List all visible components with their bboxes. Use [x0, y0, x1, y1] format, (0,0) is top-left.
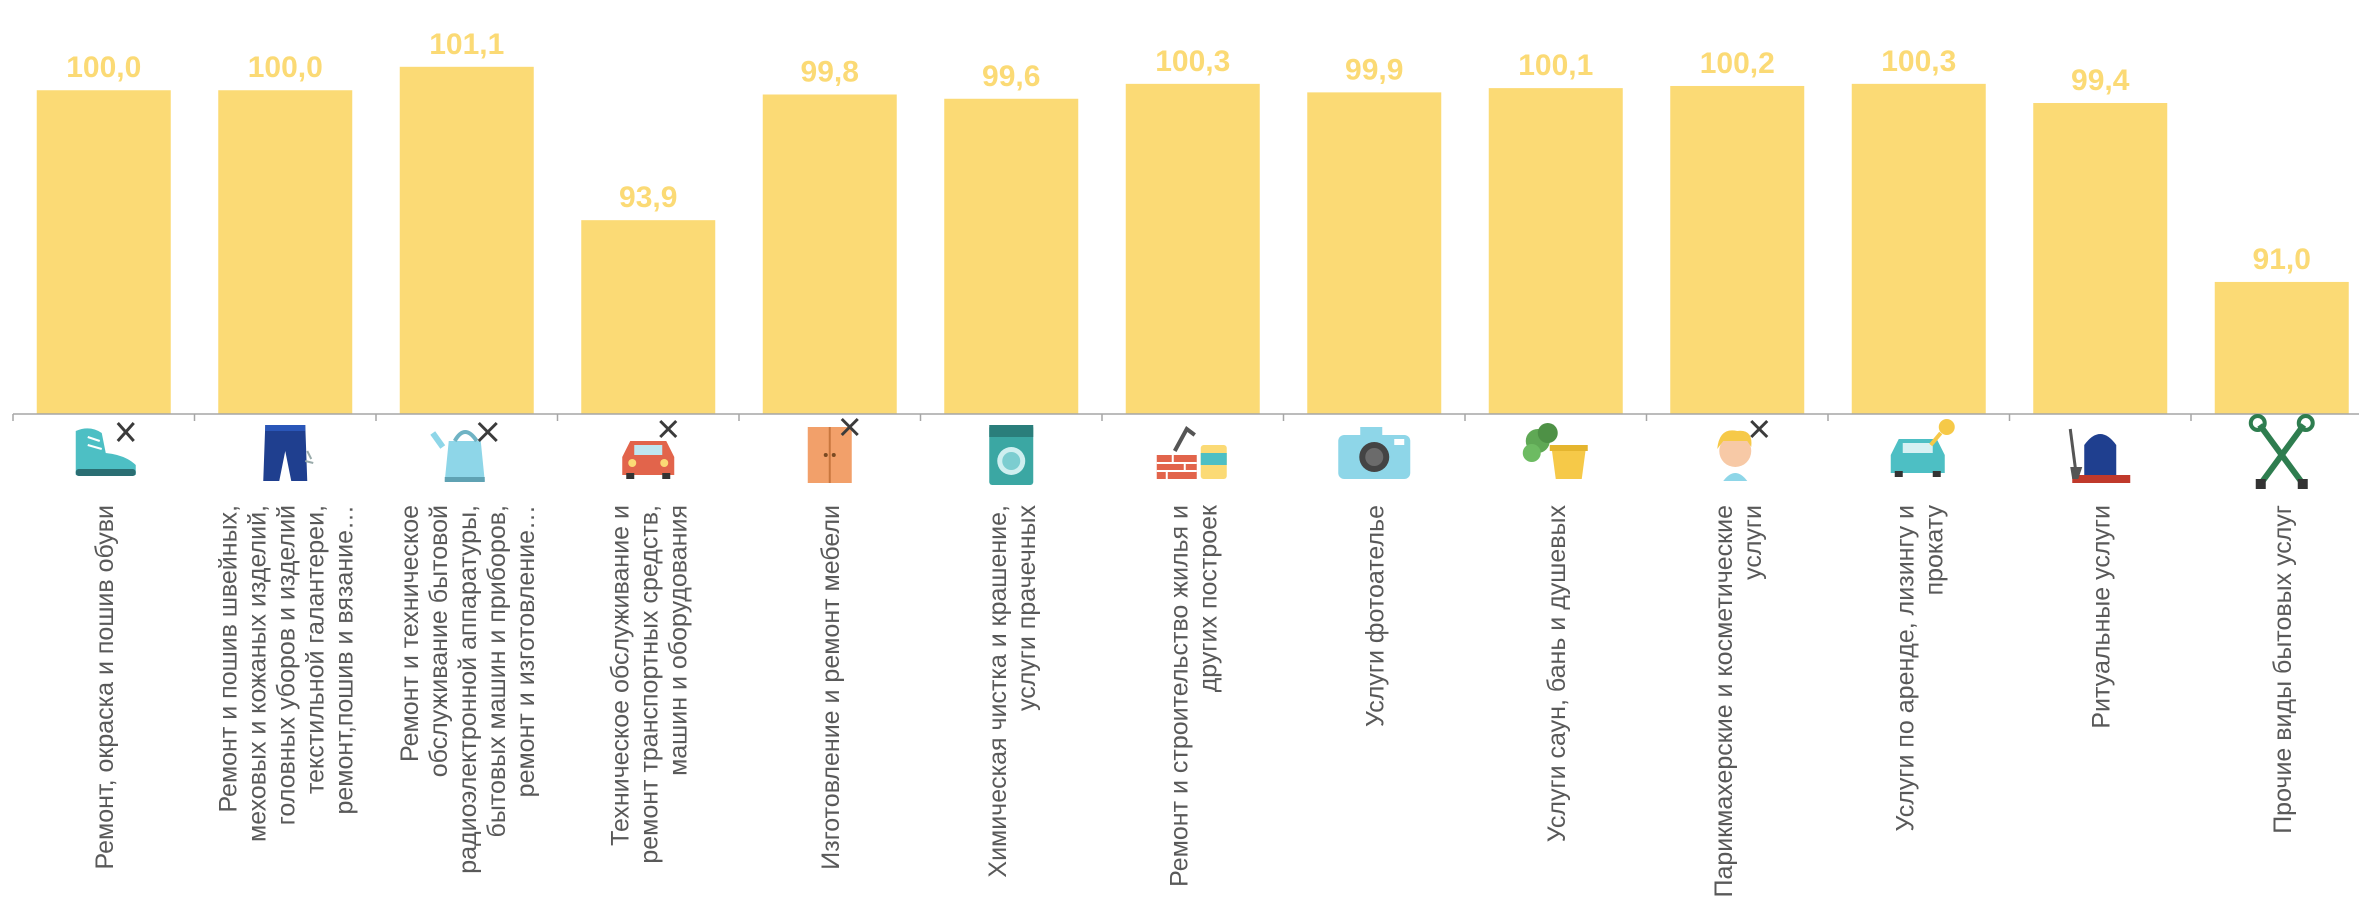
bar [218, 90, 353, 415]
category-labels-layer: Ремонт, окраска и пошив обуви Ремонт и по… [91, 504, 2297, 898]
bar [1307, 92, 1442, 415]
category-label-line: обслуживание бытовой [425, 505, 453, 777]
value-label: 91,0 [2253, 243, 2311, 276]
value-label: 99,6 [982, 60, 1040, 93]
category-label: Техническое обслуживание иремонт транспо… [606, 505, 692, 864]
category-label-line: Услуги саун, бань и душевых [1543, 505, 1571, 843]
category-label-line: прокату [1920, 505, 1948, 596]
bar [399, 66, 534, 414]
category-label: Прочие виды бытовых услуг [2269, 505, 2297, 834]
bar [1125, 83, 1260, 414]
category-label-line: ремонт транспортных средств, [635, 505, 663, 864]
value-label: 100,3 [1881, 45, 1956, 78]
bar [944, 98, 1079, 414]
camera-icon [1338, 427, 1411, 479]
value-label: 99,8 [801, 56, 859, 89]
category-label-line: Ремонт, окраска и пошив обуви [91, 505, 119, 869]
bar [2033, 103, 2168, 415]
category-label: Услуги фотоателье [1361, 505, 1389, 727]
category-label: Ремонт и техническоеобслуживание бытовой… [396, 505, 540, 874]
category-label-line: меховых и кожаных изделий, [243, 505, 271, 842]
category-label-line: Ремонт и строительство жилья и [1165, 505, 1193, 887]
sauna-bucket-icon [1522, 423, 1588, 479]
category-label-line: Изготовление и ремонт мебели [817, 505, 845, 870]
car-rental-icon [1890, 419, 1955, 477]
washing-machine-icon [989, 425, 1034, 485]
category-label-line: Ремонт и пошив швейных, [214, 505, 242, 813]
kettle-icon [430, 421, 498, 482]
category-label-line: бытовых машин и приборов, [483, 505, 511, 838]
category-label-line: Услуги фотоателье [1361, 505, 1389, 727]
value-labels-layer: 100,0 100,0 101,1 93,9 99,8 99,6 100,3 99,9 100,… [66, 28, 2311, 276]
value-label: 100,3 [1155, 45, 1230, 78]
bar [1488, 88, 1623, 415]
value-label: 100,0 [66, 51, 141, 84]
hairdresser-icon [1717, 419, 1769, 481]
category-label-line: ремонт,пошив и вязание… [330, 505, 358, 815]
jeans-icon [263, 425, 314, 481]
gravestone-icon [2068, 428, 2131, 483]
category-label: Ремонт, окраска и пошив обуви [91, 505, 119, 869]
category-label-line: Прочие виды бытовых услуг [2269, 505, 2297, 834]
category-label-line: радиоэлектронной аппаратуры, [454, 505, 482, 874]
bars-layer [36, 66, 2349, 415]
category-label-line: Услуги по аренде, лизингу и [1891, 505, 1919, 831]
category-label-line: услуги [1739, 505, 1767, 580]
value-label: 100,2 [1700, 47, 1775, 80]
bar [1851, 83, 1986, 414]
category-label-line: Ремонт и техническое [396, 505, 424, 762]
bar [2214, 281, 2349, 414]
category-label-line: услуги прачечных [1013, 505, 1041, 712]
value-label: 99,9 [1345, 53, 1403, 86]
car-icon [622, 419, 678, 479]
category-label: Ремонт и пошив швейных,меховых и кожаных… [214, 505, 358, 842]
shoe-icon [75, 422, 136, 476]
category-label-line: головных уборов и изделий [272, 505, 300, 825]
bar [1670, 85, 1805, 414]
category-label-line: других построек [1194, 504, 1222, 692]
category-label: Ритуальные услуги [2087, 505, 2115, 729]
x-axis [12, 413, 2359, 421]
bar [581, 220, 716, 414]
value-label: 93,9 [619, 181, 677, 214]
bar [36, 90, 171, 415]
category-icons-layer [75, 414, 2315, 489]
category-label-line: Парикмахерские и косметические [1710, 505, 1738, 898]
category-label-line: Техническое обслуживание и [606, 505, 634, 846]
category-label-line: машин и оборудования [664, 505, 692, 776]
category-label: Парикмахерские и косметическиеуслуги [1710, 505, 1767, 898]
category-label: Услуги саун, бань и душевых [1543, 505, 1571, 843]
value-label: 100,1 [1518, 49, 1593, 82]
category-label-line: Ритуальные услуги [2087, 505, 2115, 729]
value-label: 99,4 [2071, 64, 2130, 97]
category-label-line: ремонт и изготовление… [512, 505, 540, 797]
value-label: 100,0 [248, 51, 323, 84]
bricks-paint-icon [1156, 426, 1227, 479]
category-label: Ремонт и строительство жилья идругих пос… [1165, 504, 1222, 887]
tools-icon [2248, 414, 2315, 489]
wardrobe-icon [807, 417, 859, 483]
bar [762, 94, 897, 414]
value-label: 101,1 [429, 28, 504, 61]
category-label-line: текстильной галантереи, [301, 505, 329, 794]
category-label: Химическая чистка и крашение,услуги прач… [984, 505, 1041, 878]
category-label: Изготовление и ремонт мебели [817, 505, 845, 870]
category-label-line: Химическая чистка и крашение, [984, 505, 1012, 878]
category-label: Услуги по аренде, лизингу ипрокату [1891, 505, 1948, 832]
